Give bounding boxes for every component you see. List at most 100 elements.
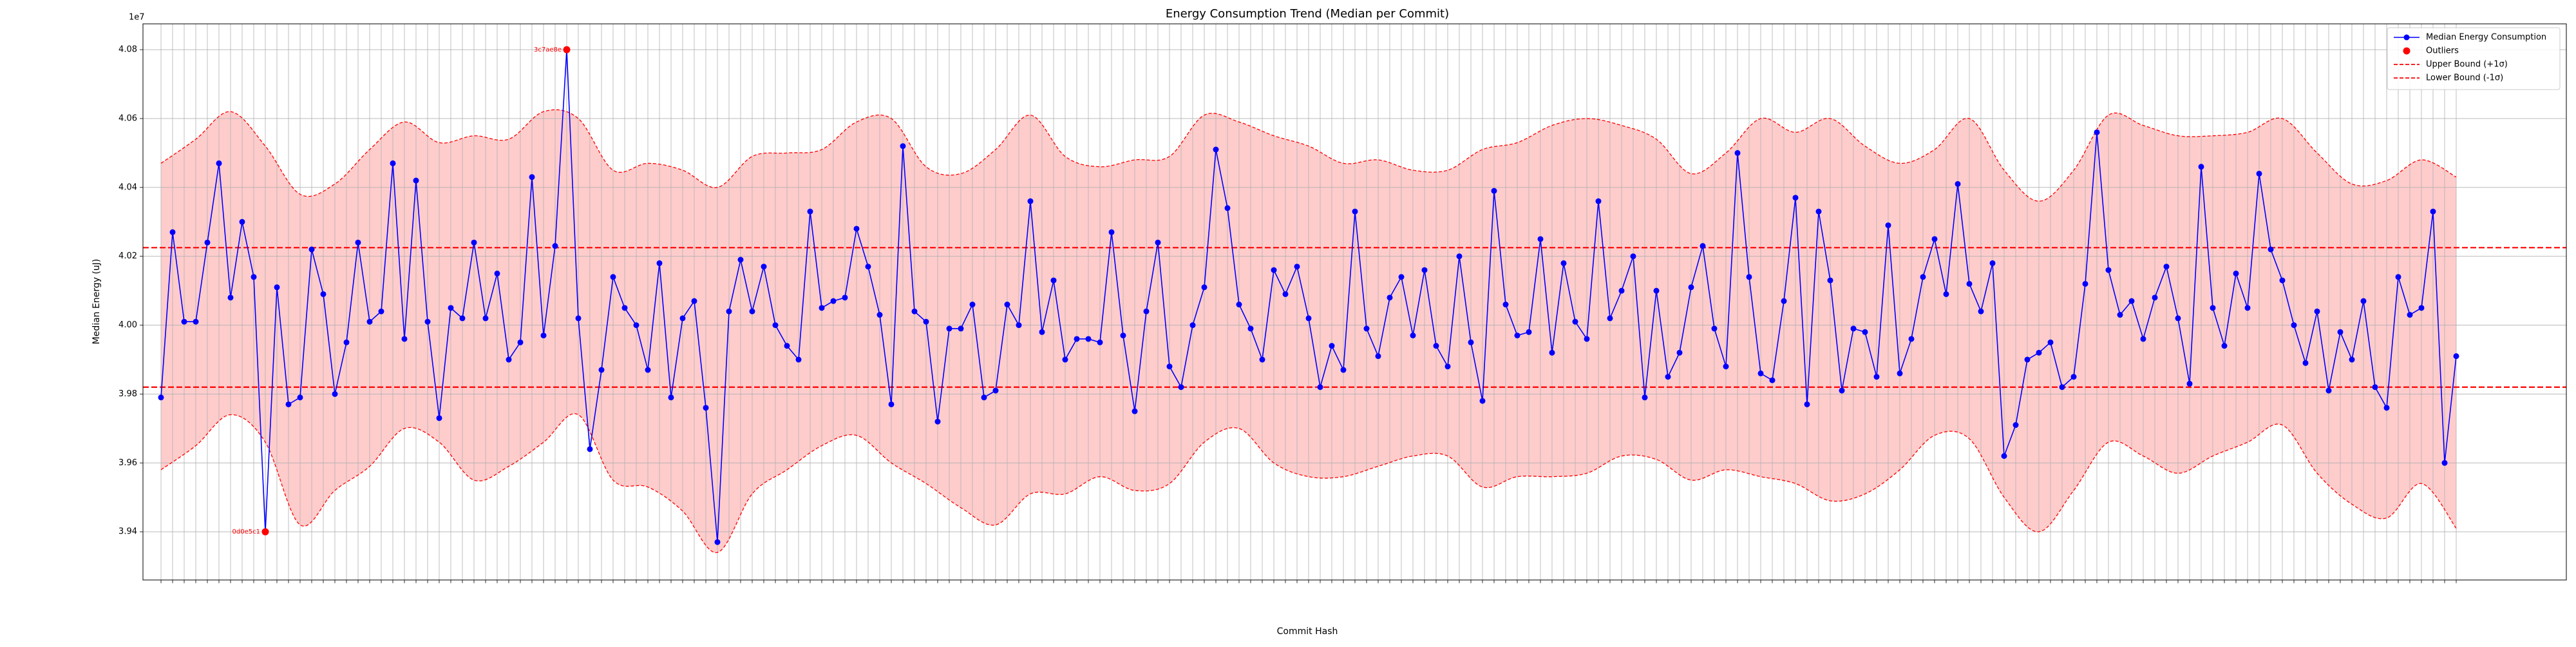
x-axis-label: Commit Hash — [1277, 626, 1338, 637]
series-point — [1700, 243, 1706, 249]
y-tick-label: 3.94 — [118, 527, 137, 537]
series-point — [1792, 195, 1799, 201]
series-point — [216, 160, 222, 166]
series-point — [842, 295, 848, 301]
series-point — [761, 264, 767, 270]
series-point — [1711, 325, 1718, 332]
series-point — [482, 315, 489, 322]
series-point — [1398, 274, 1405, 280]
series-point — [1027, 198, 1034, 204]
series-point — [2198, 164, 2204, 170]
series-point — [169, 229, 176, 235]
series-point — [1630, 253, 1636, 260]
y-tick-label: 3.98 — [118, 389, 137, 399]
series-point — [923, 318, 929, 325]
series-point — [876, 312, 883, 318]
legend-label: Median Energy Consumption — [2426, 33, 2546, 43]
series-point — [714, 539, 721, 545]
series-point — [401, 336, 408, 342]
series-point — [1352, 208, 1358, 215]
series-point — [2268, 246, 2274, 253]
series-point — [1178, 384, 1184, 391]
series-point — [1931, 236, 1938, 242]
series-point — [1526, 329, 1532, 335]
series-point — [2070, 374, 2077, 380]
series-point — [506, 356, 512, 363]
series-point — [1479, 398, 1486, 404]
y-tick-label: 4.08 — [118, 45, 137, 55]
plot-frame — [142, 23, 2567, 581]
series-point — [1189, 322, 1196, 329]
series-point — [830, 298, 837, 304]
series-point — [1804, 401, 1810, 407]
series-point — [529, 174, 535, 180]
legend-swatch — [2403, 47, 2410, 55]
series-point — [390, 160, 396, 166]
series-point — [1943, 291, 1949, 297]
series-point — [2128, 298, 2135, 304]
series-point — [1132, 408, 1138, 414]
series-point — [865, 264, 871, 270]
series-point — [1781, 298, 1787, 304]
series-point — [981, 394, 987, 401]
series-point — [2453, 353, 2459, 360]
series-point — [1839, 387, 1845, 394]
y-axis-label: Median Energy (uJ) — [91, 259, 102, 345]
series-point — [992, 387, 999, 394]
series-point — [1584, 336, 1590, 342]
series-point — [737, 256, 744, 263]
series-point — [1665, 374, 1671, 380]
series-point — [158, 394, 164, 401]
y-tick-label: 4.00 — [118, 320, 137, 330]
legend-label: Lower Bound (-1σ) — [2426, 73, 2503, 83]
series-point — [1062, 356, 1068, 363]
series-point — [1502, 302, 1509, 308]
outlier-point — [261, 528, 269, 536]
series-point — [2291, 322, 2297, 329]
series-point — [355, 239, 361, 246]
series-point — [2337, 329, 2344, 335]
series-point — [1317, 384, 1323, 391]
series-point — [946, 325, 952, 332]
series-point — [285, 401, 292, 407]
series-point — [2430, 208, 2436, 215]
legend-swatch — [2403, 34, 2410, 41]
y-tick-label: 4.04 — [118, 182, 137, 192]
series-point — [2105, 267, 2112, 273]
series-point — [2302, 360, 2309, 366]
series-point — [807, 208, 813, 215]
series-point — [691, 298, 697, 304]
series-point — [726, 308, 732, 314]
series-point — [575, 315, 582, 322]
series-point — [1688, 284, 1694, 291]
series-point — [1375, 353, 1381, 360]
series-point — [958, 325, 964, 332]
series-point — [645, 367, 651, 373]
series-point — [2395, 274, 2401, 280]
lower-band-edge — [160, 413, 2457, 553]
series-point — [1444, 363, 1451, 370]
series-point — [2012, 422, 2019, 429]
series-point — [2059, 384, 2065, 391]
legend: Median Energy Consumption Outliers Upper B… — [2387, 27, 2561, 90]
series-point — [819, 305, 825, 311]
series-point — [2024, 356, 2031, 363]
series-point — [1271, 267, 1277, 273]
series-point — [413, 177, 419, 184]
series-point — [1607, 315, 1613, 322]
legend-label: Outliers — [2426, 46, 2459, 56]
series-point — [784, 343, 790, 349]
series-point — [1259, 356, 1265, 363]
series-point — [1213, 146, 1219, 153]
series-point — [1653, 287, 1660, 294]
series-point — [1734, 150, 1741, 156]
series-point — [749, 308, 755, 314]
series-point — [621, 305, 628, 311]
series-point — [1143, 308, 1150, 314]
series-point — [332, 391, 338, 397]
series-point — [2163, 264, 2170, 270]
series-point — [1514, 333, 1520, 339]
series-point — [1108, 229, 1115, 235]
legend-label: Upper Bound (+1σ) — [2426, 60, 2508, 70]
